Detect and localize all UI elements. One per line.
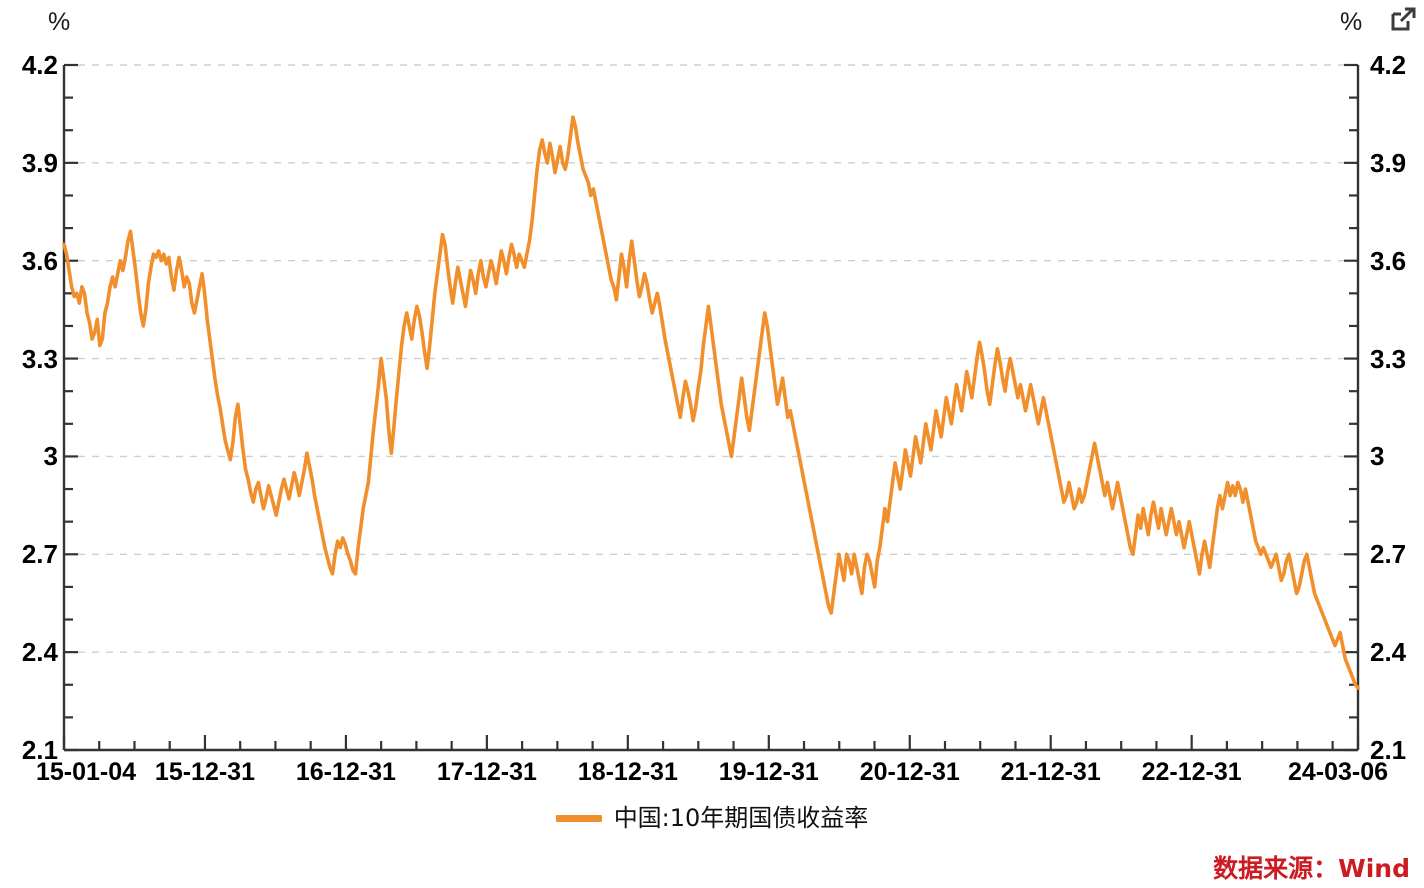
series-line-china-10y-yield bbox=[62, 115, 1360, 690]
y-axis-label-left: 2.4 bbox=[21, 637, 58, 668]
y-axis-label-right: 4.2 bbox=[1370, 50, 1407, 80]
y-axis-label-right: 3.3 bbox=[1370, 343, 1407, 374]
axis-lines bbox=[62, 65, 1360, 752]
x-axis-label: 20-12-31 bbox=[859, 758, 960, 786]
x-axis-label: 15-12-31 bbox=[154, 758, 255, 786]
y-axis-label-left: 4.2 bbox=[21, 50, 58, 80]
x-axis-ticks bbox=[62, 735, 1360, 750]
y-axis-label-left: 3 bbox=[43, 441, 58, 472]
y-axis-label-left: 3.6 bbox=[21, 245, 58, 276]
y-axis-label-left: 3.3 bbox=[21, 343, 58, 374]
y-axis-label-right: 2.7 bbox=[1370, 539, 1407, 570]
legend-item-label: 中国:10年期国债收益率 bbox=[613, 804, 869, 832]
x-axis-label: 24-03-06 bbox=[1287, 758, 1389, 786]
x-axis-label: 22-12-31 bbox=[1141, 758, 1242, 786]
y-axis-label-right: 3.6 bbox=[1370, 245, 1407, 276]
y-axis-label-left: 3.9 bbox=[21, 147, 58, 178]
x-axis-label: 16-12-31 bbox=[295, 758, 396, 786]
y-axis-label-left: 2.1 bbox=[21, 735, 58, 765]
left-axis-ticks bbox=[64, 63, 78, 752]
legend-color-swatch bbox=[555, 814, 602, 822]
y-axis-label-right: 3.9 bbox=[1370, 147, 1407, 178]
y-axis-label-right: 2.4 bbox=[1370, 637, 1407, 668]
x-axis-label: 18-12-31 bbox=[577, 758, 678, 786]
x-axis-label: 17-12-31 bbox=[436, 758, 537, 786]
source-attribution: 数据来源：Wind bbox=[1213, 853, 1410, 883]
gridlines bbox=[64, 64, 1358, 653]
x-axis-label: 19-12-31 bbox=[718, 758, 819, 786]
right-axis-ticks bbox=[1344, 63, 1358, 752]
y-axis-label-left: 2.7 bbox=[21, 539, 58, 570]
y-axis-label-right: 2.1 bbox=[1370, 735, 1407, 765]
left-axis-unit: % bbox=[48, 8, 71, 36]
legend: 中国:10年期国债收益率 bbox=[0, 806, 1424, 830]
external-link-icon[interactable] bbox=[1388, 4, 1418, 34]
x-axis-label: 21-12-31 bbox=[1000, 758, 1101, 786]
y-axis-label-right: 3 bbox=[1370, 441, 1385, 472]
x-axis-label: 15-01-04 bbox=[35, 758, 137, 786]
right-axis-unit: % bbox=[1340, 8, 1363, 36]
